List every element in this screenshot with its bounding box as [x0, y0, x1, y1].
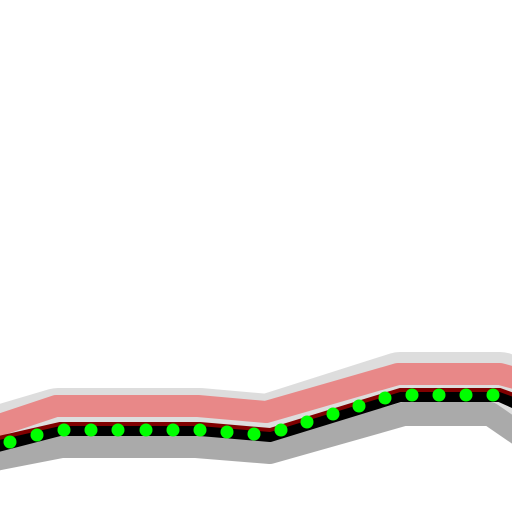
route-dot: [84, 423, 98, 437]
route-dots: [3, 388, 500, 449]
route-dot: [405, 388, 419, 402]
route-dot: [30, 428, 44, 442]
route-dot: [139, 423, 153, 437]
route-dot: [247, 427, 261, 441]
route-dot: [166, 423, 180, 437]
road-highlight-upper: [0, 363, 512, 437]
route-dot: [3, 435, 17, 449]
route-dot: [486, 388, 500, 402]
road-shadow-lower: [0, 402, 512, 471]
route-dot: [352, 399, 366, 413]
route-dot: [378, 391, 392, 405]
road-center-tint: [0, 388, 512, 440]
route-dot: [193, 423, 207, 437]
route-dot: [432, 388, 446, 402]
route-dot: [220, 425, 234, 439]
route-dot: [300, 415, 314, 429]
route-dot: [274, 423, 288, 437]
route-dot: [326, 407, 340, 421]
route-dot: [111, 423, 125, 437]
route-dot: [459, 388, 473, 402]
route-dot: [57, 423, 71, 437]
